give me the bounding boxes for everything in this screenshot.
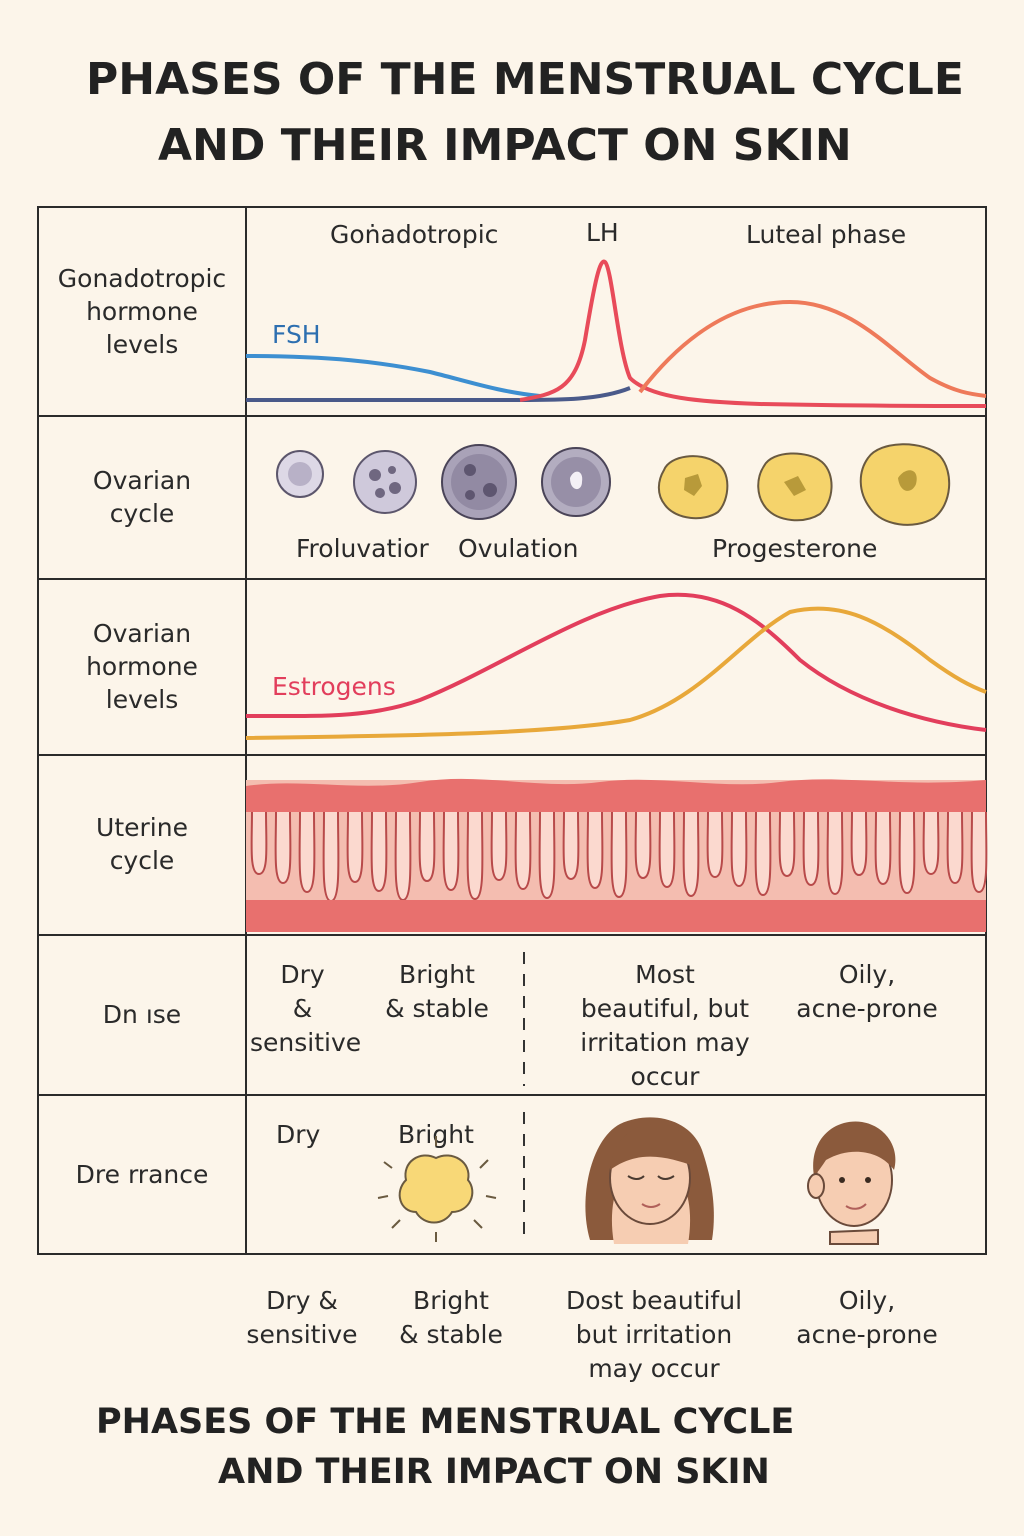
footer-title-line-1: PHASES OF THE MENSTRUAL CYCLE	[96, 1402, 795, 1442]
estrogen-label: Estrogens	[272, 672, 396, 701]
row-divider	[39, 1094, 985, 1096]
skin-type-cell-dry: Dry & sensitive	[250, 960, 362, 1057]
footer-caption-bright: Bright & stable	[399, 1286, 503, 1349]
row-label-ovarian-cycle: Ovarian cycle	[92, 465, 192, 528]
skin-type-cell-beautiful: Most beautiful, but irritation may occur	[580, 960, 750, 1091]
title-line-2: AND THEIR IMPACT ON SKIN	[158, 120, 852, 171]
row-label-appearance: Dre rrance	[75, 1160, 209, 1189]
lh-header: LH	[586, 218, 619, 247]
cycle-table: Gonadotropic hormone levels Ovarian cycl…	[37, 206, 987, 1255]
footer-caption-oily: Oily, acne-prone	[796, 1286, 938, 1349]
ovarian-caption-progesterone: Progesterone	[712, 534, 878, 563]
appearance-cell-bright: Bright	[398, 1120, 474, 1149]
luteal-phase-header: Luteal phase	[746, 220, 907, 249]
row-label-gonadotropic: Gonadotropic hormone levels	[57, 264, 227, 359]
row-divider	[39, 754, 985, 756]
row-label-uterine: Uterine cycle	[96, 813, 188, 875]
footer-caption-beautiful: Dost beautiful but irritation may occur	[565, 1286, 743, 1383]
gonadotropic-header: Goṅadotropic	[330, 220, 499, 249]
footer-caption-dry: Dry & sensitive	[246, 1286, 358, 1349]
label-column-divider	[245, 208, 247, 1253]
page-title: PHASES OF THE MENSTRUAL CYCLE AND THEIR …	[0, 0, 1024, 190]
skin-type-cell-bright: Bright & stable	[385, 960, 489, 1023]
footer-title-line-2: AND THEIR IMPACT ON SKIN	[218, 1452, 770, 1492]
row-divider	[39, 578, 985, 580]
row-divider	[39, 415, 985, 417]
ovarian-caption-1: Froluvatior	[296, 534, 429, 563]
title-line-1: PHASES OF THE MENSTRUAL CYCLE	[86, 54, 964, 105]
row-label-skin-type: Dn ıse	[102, 999, 182, 1029]
ovarian-caption-ovulation: Ovulation	[458, 534, 579, 563]
skin-type-cell-oily: Oily, acne-prone	[796, 960, 938, 1023]
footer-title: PHASES OF THE MENSTRUAL CYCLE AND THEIR …	[0, 1390, 1024, 1510]
row-divider	[39, 934, 985, 936]
row-label-ovarian-hormone: Ovarian hormone levels	[86, 618, 198, 714]
fsh-label: FSH	[272, 320, 321, 349]
appearance-cell-dry: Dry	[276, 1120, 321, 1149]
